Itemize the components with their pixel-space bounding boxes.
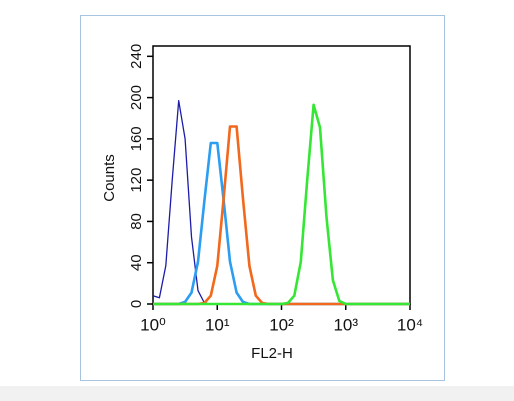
y-tick-label: 120 bbox=[128, 168, 145, 193]
y-tick-label: 40 bbox=[128, 254, 145, 271]
y-axis-label: Counts bbox=[101, 154, 118, 202]
y-tick-label: 0 bbox=[128, 300, 145, 308]
x-tick-label: 10³ bbox=[333, 315, 358, 334]
bottom-strip bbox=[0, 386, 514, 401]
frame bbox=[80, 15, 445, 381]
x-tick-label: 10² bbox=[269, 315, 294, 334]
x-tick-label: 10⁰ bbox=[140, 315, 166, 334]
x-tick-label: 10¹ bbox=[205, 315, 230, 334]
x-axis-label: FL2-H bbox=[251, 345, 293, 362]
series-line bbox=[153, 103, 410, 306]
y-tick-label: 240 bbox=[128, 44, 145, 69]
y-tick-label: 160 bbox=[128, 126, 145, 151]
y-tick-label: 200 bbox=[128, 85, 145, 110]
y-tick-label: 80 bbox=[128, 213, 145, 230]
x-tick-label: 10⁴ bbox=[397, 315, 423, 334]
